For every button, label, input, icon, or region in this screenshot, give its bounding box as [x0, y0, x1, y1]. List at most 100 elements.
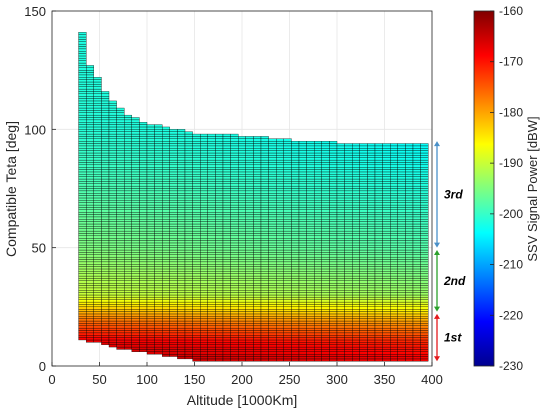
heatmap-cell [93, 226, 102, 229]
heatmap-cell [298, 242, 307, 246]
heatmap-cell [276, 254, 284, 258]
heatmap-cell [412, 238, 421, 241]
heatmap-cell [352, 219, 360, 222]
heatmap-cell [200, 152, 208, 156]
heatmap-cell [352, 266, 360, 270]
heatmap-cell [124, 181, 132, 184]
heatmap-cell [253, 294, 262, 298]
heatmap-cell [336, 278, 345, 281]
heatmap-cell [268, 193, 277, 196]
heatmap-cell [245, 294, 254, 298]
heatmap-cell [260, 176, 269, 180]
heatmap-cell [146, 346, 155, 350]
heatmap-cell [390, 309, 398, 312]
heatmap-cell [86, 72, 94, 76]
heatmap-cell [169, 181, 178, 184]
heatmap-cell [139, 287, 148, 291]
heatmap-cell [352, 249, 360, 253]
heatmap-cell [207, 282, 216, 286]
heatmap-cell [298, 174, 307, 177]
heatmap-cell [390, 304, 398, 308]
heatmap-cell [184, 235, 193, 239]
heatmap-cell [276, 330, 284, 334]
heatmap-cell [124, 309, 132, 312]
heatmap-cell [222, 264, 231, 267]
heatmap-cell [382, 306, 391, 310]
heatmap-cell [352, 193, 360, 196]
heatmap-cell [321, 157, 330, 161]
heatmap-cell [298, 159, 307, 163]
heatmap-cell [276, 342, 284, 345]
heatmap-cell [116, 278, 125, 281]
heatmap-cell [86, 100, 94, 104]
heatmap-cell [382, 339, 391, 343]
heatmap-cell [390, 356, 398, 360]
heatmap-cell [230, 171, 239, 175]
heatmap-cell [390, 195, 398, 199]
heatmap-cell [154, 282, 163, 286]
heatmap-cell [412, 264, 421, 267]
heatmap-cell [162, 133, 170, 137]
heatmap-cell [291, 228, 300, 232]
heatmap-cell [382, 278, 391, 281]
heatmap-cell [260, 242, 269, 246]
heatmap-cell [101, 103, 110, 106]
heatmap-cell [131, 167, 140, 170]
heatmap-cell [291, 190, 300, 194]
heatmap-cell [314, 252, 322, 255]
heatmap-cell [230, 200, 239, 203]
heatmap-cell [101, 152, 110, 156]
heatmap-cell [260, 261, 269, 265]
heatmap-cell [154, 320, 163, 324]
heatmap-cell [78, 124, 87, 128]
heatmap-cell [321, 245, 330, 248]
heatmap-cell [93, 207, 102, 210]
heatmap-cell [390, 171, 398, 175]
heatmap-cell [276, 157, 284, 161]
heatmap-cell [169, 273, 178, 277]
heatmap-cell [93, 242, 102, 246]
heatmap-cell [283, 164, 292, 168]
heatmap-cell [215, 209, 224, 213]
heatmap-cell [207, 148, 216, 151]
heatmap-cell [169, 304, 178, 308]
heatmap-cell [298, 304, 307, 308]
heatmap-cell [124, 138, 132, 142]
heatmap-cell [101, 190, 110, 194]
heatmap-cell [184, 178, 193, 182]
heatmap-cell [283, 356, 292, 360]
heatmap-cell [78, 285, 87, 289]
heatmap-cell [169, 167, 178, 170]
heatmap-cell [108, 181, 117, 184]
heatmap-cell [359, 159, 368, 163]
heatmap-cell [139, 162, 148, 166]
heatmap-cell [154, 136, 163, 139]
heatmap-cell [420, 249, 429, 253]
heatmap-cell [154, 211, 163, 215]
heatmap-cell [374, 271, 383, 274]
heatmap-cell [245, 176, 254, 180]
heatmap-cell [291, 292, 300, 296]
heatmap-cell [207, 152, 216, 156]
heatmap-cell [412, 214, 421, 218]
heatmap-cell [238, 171, 246, 175]
heatmap-cell [283, 230, 292, 234]
heatmap-cell [336, 242, 345, 246]
heatmap-cell [139, 335, 148, 338]
heatmap-cell [108, 171, 117, 175]
heatmap-cell [276, 143, 284, 147]
heatmap-cell [184, 197, 193, 201]
heatmap-cell [177, 252, 186, 255]
heatmap-cell [222, 356, 231, 360]
heatmap-cell [283, 285, 292, 289]
heatmap-cell [321, 353, 330, 357]
heatmap-cell [374, 256, 383, 260]
heatmap-cell [154, 221, 163, 225]
heatmap-cell [283, 195, 292, 199]
heatmap-cell [169, 290, 178, 293]
heatmap-cell [177, 290, 186, 293]
heatmap-cell [86, 143, 94, 147]
heatmap-cell [207, 214, 216, 218]
heatmap-cell [146, 318, 155, 322]
heatmap-cell [374, 282, 383, 286]
